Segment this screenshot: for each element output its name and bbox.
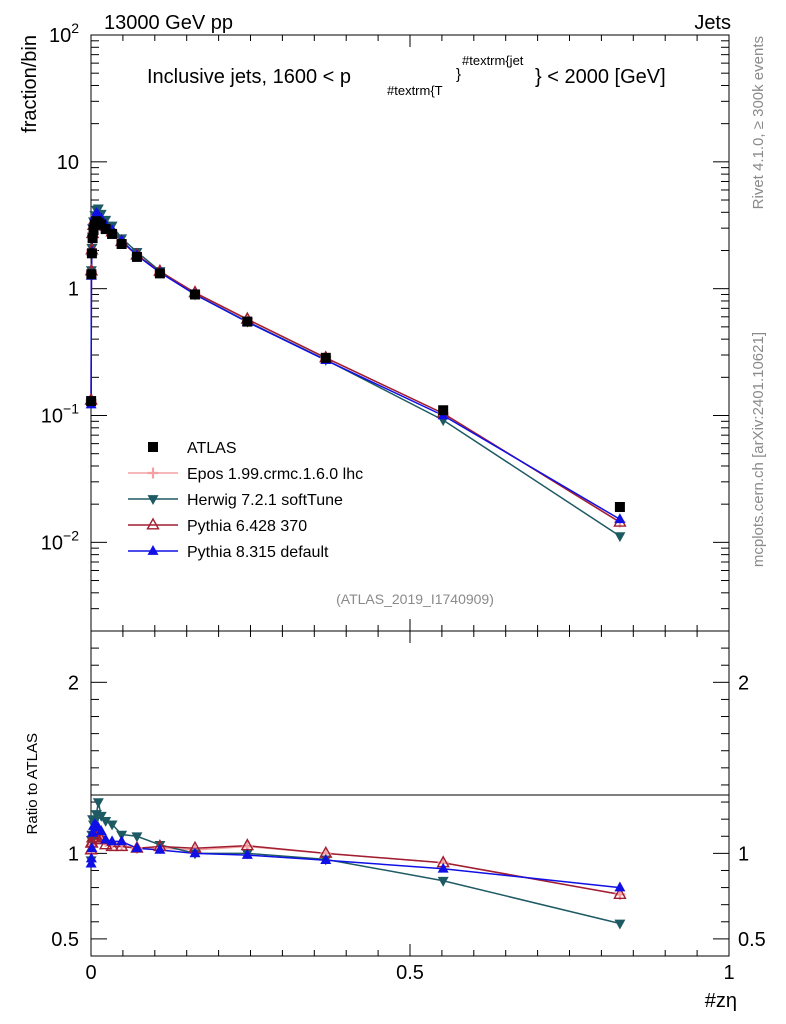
y-tick-label-exp: −1	[63, 401, 79, 417]
legend-marker-pythia-6-428-370	[146, 517, 160, 530]
ratio-point-herwig-7-2-1-softtune	[614, 919, 626, 930]
point-atlas	[131, 251, 142, 262]
ratio-point-herwig-7-2-1-softtune	[100, 817, 112, 827]
ratio-plot-frame	[90, 630, 730, 957]
ratio-point-pythia-6-428-370	[114, 839, 129, 852]
mcplots-credit: mcplots.cern.ch [arXiv:2401.10621]	[750, 332, 767, 567]
legend-label-herwig-7-2-1-softtune: Herwig 7.2.1 softTune	[187, 492, 343, 509]
series-lines	[90, 207, 621, 537]
point-atlas	[107, 228, 118, 239]
ratio-point-pythia-8-315-default	[86, 842, 98, 853]
ratio-tick-label-left: 1	[68, 843, 79, 865]
y-tick-label: −2	[63, 527, 79, 543]
legend: ATLAS Epos 1.99.crmc.1.6.0 lhc Herwig 7.2.…	[128, 440, 363, 561]
ratio-point-pythia-6-428-370	[105, 839, 119, 852]
x-tick-label: 0	[85, 962, 96, 984]
legend-label-pythia-6-428-370: Pythia 6.428 370	[187, 518, 307, 535]
y-tick-label-exp: 2	[71, 20, 79, 36]
ratio-point-herwig-7-2-1-softtune	[131, 832, 143, 843]
x-tick-label: 0.5	[396, 962, 424, 984]
ratio-point-pythia-8-315-default	[131, 842, 143, 853]
point-atlas	[614, 501, 625, 512]
legend-marker-epos-1-99-crmc-1-6-0-lhc	[147, 467, 159, 479]
ratio-point-herwig-7-2-1-softtune	[106, 820, 118, 831]
ratio-point-pythia-8-315-default	[320, 854, 332, 865]
title-post: } < 2000 [GeV]	[535, 66, 666, 88]
point-atlas	[189, 289, 200, 300]
y-tick-label: 1	[68, 279, 79, 301]
plot-title: Inclusive jets, 1600 < p #textrm{T } #te…	[147, 48, 666, 100]
ratio-point-pythia-8-315-default	[85, 852, 97, 863]
y-tick-label-base: 10	[41, 532, 63, 554]
ratio-point-pythia-8-315-default	[100, 833, 112, 844]
ratio-point-pythia-8-315-default	[189, 847, 201, 858]
ratio-line-pythia-6-428-370	[90, 837, 621, 896]
ratio-point-pythia-8-315-default	[241, 849, 253, 859]
ratio-point-pythia-8-315-default	[154, 843, 166, 854]
legend-label-atlas: ATLAS	[187, 440, 237, 457]
legend-marker-pythia-8-315-default	[147, 544, 159, 555]
y-tick-label: 10	[57, 152, 79, 174]
point-atlas	[320, 352, 331, 363]
x-tick-label: 1	[723, 962, 734, 984]
y-tick-label: −1	[63, 401, 79, 417]
ratio-tick-label-left: 2	[68, 672, 79, 694]
series-markers	[84, 204, 627, 543]
ratio-point-herwig-7-2-1-softtune	[437, 876, 449, 887]
title-sup: #textrm{jet	[462, 53, 524, 68]
point-herwig-7-2-1-softtune	[614, 532, 626, 543]
y-axis-label: fraction/bin	[19, 35, 41, 133]
header-energy: 13000 GeV pp	[104, 12, 233, 34]
ratio-lines	[90, 801, 621, 925]
ratio-point-pythia-8-315-default	[87, 826, 99, 837]
point-atlas	[86, 396, 97, 407]
ratio-point-pythia-8-315-default	[85, 857, 97, 868]
point-atlas	[438, 405, 449, 416]
y-tick-label: 2	[71, 20, 79, 36]
ratio-point-herwig-7-2-1-softtune	[92, 798, 104, 809]
main-plot-frame	[90, 34, 730, 632]
title-pre: Inclusive jets, 1600 < p	[147, 66, 351, 88]
rivet-version: Rivet 4.1.0, ≥ 300k events	[750, 36, 767, 209]
legend-label-pythia-8-315-default: Pythia 8.315 default	[187, 544, 329, 561]
y-tick-label-base: 10	[49, 25, 71, 47]
ratio-y-axis-label: Ratio to ATLAS	[24, 733, 41, 834]
point-atlas	[88, 225, 99, 236]
point-atlas	[87, 233, 98, 244]
ratio-point-pythia-8-315-default	[614, 881, 626, 892]
ratio-tick-label-right: 0.5	[738, 929, 766, 951]
ratio-point-pythia-8-315-default	[437, 862, 449, 873]
ratio-point-pythia-8-315-default	[95, 825, 107, 835]
title-sub: #textrm{T	[387, 83, 443, 98]
point-atlas	[116, 239, 127, 250]
ratio-point-herwig-7-2-1-softtune	[95, 811, 107, 822]
legend-marker-atlas	[148, 442, 158, 452]
point-atlas	[100, 224, 111, 235]
ratio-tick-label-right: 2	[738, 672, 749, 694]
point-pythia-8-315-default	[614, 513, 626, 524]
ratio-point-pythia-8-315-default	[116, 835, 128, 846]
ratio-tick-label-left: 0.5	[51, 929, 79, 951]
ratio-point-pythia-8-315-default	[106, 835, 118, 846]
ratio-tick-label-right: 1	[738, 843, 749, 865]
x-axis-label: #zη	[705, 990, 737, 1012]
y-tick-label-exp: −2	[63, 527, 79, 543]
legend-marker-herwig-7-2-1-softtune	[147, 495, 159, 506]
title-brace: }	[456, 66, 461, 83]
legend-label-epos-1-99-crmc-1-6-0-lhc: Epos 1.99.crmc.1.6.0 lhc	[187, 466, 363, 483]
ratio-point-pythia-6-428-370	[613, 886, 627, 899]
header-process: Jets	[694, 12, 731, 34]
point-atlas	[154, 268, 165, 279]
point-atlas	[242, 316, 253, 327]
analysis-id: (ATLAS_2019_I1740909)	[336, 591, 494, 607]
point-atlas	[86, 269, 97, 280]
point-atlas	[86, 248, 97, 259]
ratio-markers	[84, 798, 627, 930]
y-tick-label-base: 10	[41, 406, 63, 428]
